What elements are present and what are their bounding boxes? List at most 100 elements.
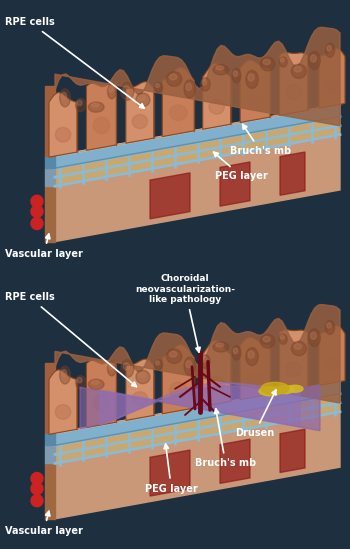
Polygon shape	[100, 383, 300, 426]
Ellipse shape	[91, 103, 99, 107]
Polygon shape	[49, 370, 77, 434]
Ellipse shape	[184, 357, 195, 375]
Ellipse shape	[325, 358, 339, 372]
Ellipse shape	[263, 59, 270, 65]
Polygon shape	[55, 27, 340, 126]
Ellipse shape	[216, 66, 224, 70]
Ellipse shape	[260, 334, 275, 348]
Ellipse shape	[60, 366, 70, 384]
Polygon shape	[86, 360, 117, 428]
Polygon shape	[240, 60, 270, 122]
Ellipse shape	[279, 57, 287, 67]
Ellipse shape	[246, 348, 258, 366]
Ellipse shape	[259, 386, 281, 396]
Polygon shape	[203, 341, 231, 406]
Ellipse shape	[121, 82, 134, 100]
Ellipse shape	[76, 98, 86, 111]
Circle shape	[31, 217, 43, 229]
Ellipse shape	[261, 382, 289, 394]
Ellipse shape	[294, 344, 302, 349]
Ellipse shape	[308, 329, 320, 347]
Ellipse shape	[61, 92, 67, 99]
Circle shape	[31, 495, 43, 507]
Polygon shape	[203, 64, 231, 129]
Ellipse shape	[246, 70, 258, 88]
Ellipse shape	[88, 102, 104, 112]
Ellipse shape	[326, 321, 335, 334]
Polygon shape	[55, 104, 340, 156]
Ellipse shape	[326, 43, 335, 57]
Polygon shape	[45, 463, 55, 519]
Ellipse shape	[184, 80, 195, 98]
Ellipse shape	[280, 335, 284, 339]
Ellipse shape	[232, 346, 241, 360]
Ellipse shape	[213, 65, 229, 75]
Text: Vascular layer: Vascular layer	[5, 511, 83, 536]
Ellipse shape	[327, 46, 331, 51]
Polygon shape	[45, 156, 55, 168]
Polygon shape	[150, 173, 190, 219]
Ellipse shape	[136, 93, 150, 107]
Ellipse shape	[132, 391, 148, 406]
Ellipse shape	[154, 360, 163, 370]
Ellipse shape	[76, 376, 86, 389]
Ellipse shape	[169, 74, 177, 80]
Ellipse shape	[291, 341, 306, 356]
Polygon shape	[240, 338, 270, 400]
Ellipse shape	[121, 360, 134, 378]
Ellipse shape	[325, 81, 339, 94]
Polygon shape	[45, 445, 55, 463]
Ellipse shape	[123, 86, 130, 93]
Ellipse shape	[107, 84, 116, 99]
Polygon shape	[126, 82, 154, 143]
Polygon shape	[86, 83, 117, 150]
Ellipse shape	[280, 58, 284, 62]
Text: Drusen: Drusen	[235, 390, 276, 438]
Polygon shape	[280, 429, 305, 473]
Ellipse shape	[260, 57, 275, 71]
Text: Bruch's mb: Bruch's mb	[195, 409, 256, 468]
Polygon shape	[150, 450, 190, 496]
Ellipse shape	[186, 361, 191, 368]
Ellipse shape	[155, 361, 160, 365]
Text: Bruch's mb: Bruch's mb	[230, 124, 291, 156]
Ellipse shape	[248, 351, 254, 358]
Text: RPE cells: RPE cells	[5, 17, 144, 108]
Ellipse shape	[138, 372, 146, 378]
Polygon shape	[55, 104, 340, 168]
Text: RPE cells: RPE cells	[5, 293, 136, 386]
Ellipse shape	[202, 357, 207, 362]
Ellipse shape	[233, 348, 238, 354]
Ellipse shape	[167, 72, 182, 86]
Ellipse shape	[91, 380, 99, 384]
Polygon shape	[162, 68, 194, 137]
Polygon shape	[49, 93, 77, 157]
Polygon shape	[45, 433, 55, 445]
Ellipse shape	[310, 55, 316, 62]
Polygon shape	[55, 394, 340, 463]
Polygon shape	[220, 162, 250, 206]
Ellipse shape	[77, 100, 82, 105]
Ellipse shape	[55, 127, 71, 142]
Polygon shape	[55, 382, 340, 445]
Ellipse shape	[60, 89, 70, 107]
Circle shape	[31, 483, 43, 495]
Circle shape	[31, 195, 43, 208]
Ellipse shape	[107, 361, 116, 376]
Ellipse shape	[169, 351, 177, 357]
Ellipse shape	[308, 52, 320, 70]
Polygon shape	[45, 86, 55, 156]
Ellipse shape	[108, 363, 113, 369]
Ellipse shape	[136, 370, 150, 384]
Ellipse shape	[138, 95, 146, 100]
Ellipse shape	[233, 71, 238, 76]
Polygon shape	[220, 439, 250, 483]
Ellipse shape	[286, 85, 301, 100]
Ellipse shape	[186, 83, 191, 91]
Circle shape	[31, 205, 43, 217]
Polygon shape	[55, 116, 340, 186]
Ellipse shape	[291, 64, 306, 79]
Ellipse shape	[77, 378, 82, 383]
Ellipse shape	[287, 385, 303, 393]
Ellipse shape	[169, 105, 187, 120]
